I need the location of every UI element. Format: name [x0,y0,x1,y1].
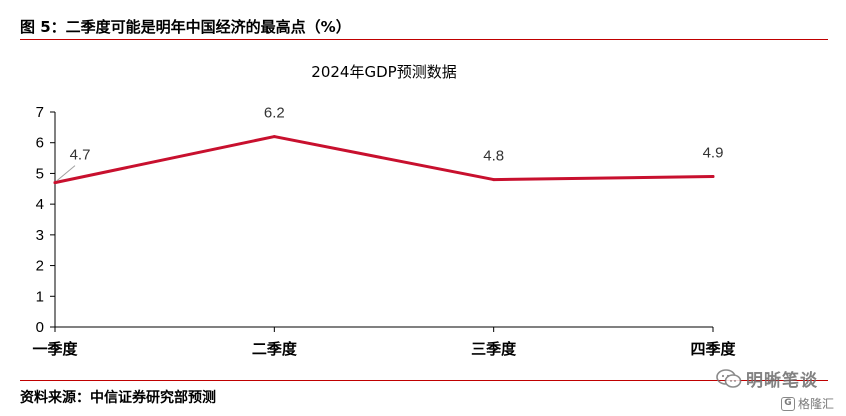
series-line [53,135,715,185]
figure-title: 图 5：二季度可能是明年中国经济的最高点（%） [20,18,351,36]
y-tick-label: 0 [36,319,44,336]
y-tick-label: 5 [36,165,44,182]
source-divider [20,380,828,381]
title-divider [20,39,828,40]
data-label: 6.2 [264,105,285,122]
data-point [53,181,57,185]
watermark: 明晰笔谈 [716,366,818,391]
y-tick-label: 6 [36,135,44,152]
x-tick-label: 二季度 [252,340,298,358]
x-tick-label: 三季度 [471,340,517,358]
y-tick-label: 3 [36,227,44,244]
chart-ticks: 0 1 2 3 4 5 6 7 一季度 二季度 三季度 四季度 [32,104,736,358]
chart-marks: 4.7 6.2 4.8 4.9 [53,105,724,185]
wechat-icon [716,368,742,388]
chart-axes [50,111,714,332]
gelonghui-badge: G 格隆汇 [780,395,834,412]
watermark-text: 明晰笔谈 [746,371,818,391]
x-tick-label: 四季度 [690,340,736,358]
y-tick-label: 4 [36,196,44,213]
data-label: 4.8 [483,148,504,165]
gelonghui-logo-icon: G [780,396,795,411]
y-tick-label: 7 [36,104,44,121]
label-leader-line [56,165,76,182]
data-label: 4.7 [70,147,91,164]
badge-text: 格隆汇 [797,397,834,411]
x-tick-label: 一季度 [32,340,78,358]
line-chart: 2024年GDP预测数据 0 1 2 3 4 5 6 7 一季度 二季度 三季度 四季度 4.7 6.2… [32,63,736,358]
data-point [711,175,715,178]
chart-title: 2024年GDP预测数据 [311,63,456,81]
data-point [492,178,496,182]
y-tick-label: 2 [36,258,44,275]
y-tick-label: 1 [36,288,44,305]
source-note: 资料来源：中信证券研究部预测 [20,390,216,406]
data-point [272,135,276,139]
data-label: 4.9 [703,145,724,162]
